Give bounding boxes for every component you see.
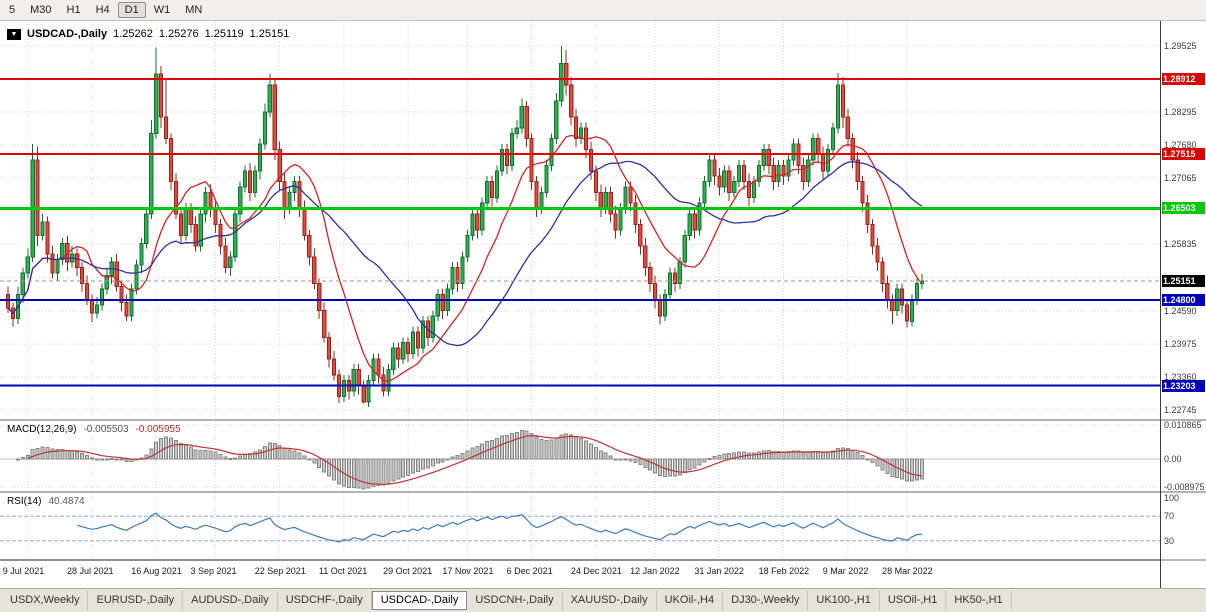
macd-axis-tick: 0.010865 [1164, 420, 1202, 430]
symbol-name: USDCAD-,Daily [27, 28, 108, 40]
rsi-axis-tick: 70 [1164, 511, 1175, 521]
rsi-pane[interactable]: RSI(14) 40.4874 [0, 491, 1160, 559]
price-axis-tick: 1.25835 [1164, 239, 1197, 249]
chart-tab-hk50-h1[interactable]: HK50-,H1 [946, 591, 1012, 610]
time-axis-label: 29 Oct 2021 [383, 566, 433, 576]
rsi-value: 40.4874 [48, 496, 85, 507]
time-axis-label: 28 Jul 2021 [66, 566, 114, 576]
candlestick-series [5, 46, 924, 408]
time-axis-label: 28 Mar 2022 [882, 566, 933, 576]
chart-dropdown-icon[interactable]: ▼ [7, 28, 21, 40]
price-axis-tick: 1.27065 [1164, 173, 1197, 183]
time-axis-label: 11 Oct 2021 [318, 566, 368, 576]
chart-tab-uk100-h1[interactable]: UK100-,H1 [808, 591, 880, 610]
time-axis[interactable]: 9 Jul 2021 28 Jul 2021 16 Aug 2021 3 Sep 20… [0, 559, 1160, 588]
chart-area: ▼ USDCAD-,Daily 1.25262 1.25276 1.25119 … [0, 21, 1206, 588]
macd-title: MACD(12,26,9) [7, 424, 77, 435]
ma-fast-line [7, 134, 923, 382]
time-axis-label: 24 Dec 2021 [570, 566, 622, 576]
price-level-label: 1.24800 [1162, 294, 1205, 306]
pane-separator [1161, 419, 1206, 421]
price-axis-tick: 1.27680 [1164, 140, 1197, 150]
chart-tab-usdx-weekly[interactable]: USDX,Weekly [2, 591, 89, 610]
pane-separator [1161, 491, 1206, 493]
rsi-axis-tick: 100 [1164, 493, 1180, 503]
macd-value-signal: -0.005955 [135, 424, 181, 435]
chart-tabs: USDX,Weekly EURUSD-,Daily AUDUSD-,Daily USD… [0, 588, 1206, 612]
symbol-info: ▼ USDCAD-,Daily 1.25262 1.25276 1.25119 … [7, 28, 289, 40]
macd-value-main: -0.005503 [83, 424, 129, 435]
price-level-label: 1.28912 [1162, 73, 1205, 85]
price-axis-tick: 1.22745 [1164, 405, 1197, 415]
ohlc-close: 1.25151 [249, 28, 290, 40]
macd-axis-tick: -0.008975 [1164, 482, 1205, 492]
horizontal-grid [0, 45, 1160, 411]
price-axis-tick: 1.29525 [1164, 41, 1197, 51]
timeframe-toolbar: 5 M30 H1 H4 D1 W1 MN [0, 0, 1206, 21]
time-axis-label: 9 Jul 2021 [2, 566, 45, 576]
rsi-canvas[interactable] [0, 493, 1160, 559]
macd-canvas[interactable] [0, 421, 1160, 491]
time-axis-label: 31 Jan 2022 [694, 566, 744, 576]
time-axis-label: 17 Nov 2021 [442, 566, 494, 576]
chart-tab-eurusd-daily[interactable]: EURUSD-,Daily [88, 591, 184, 610]
time-axis-label: 18 Feb 2022 [758, 566, 810, 576]
ma-slow-line [7, 160, 923, 347]
ohlc-open: 1.25262 [113, 28, 153, 40]
rsi-title: RSI(14) [7, 496, 42, 507]
ohlc-low: 1.25119 [204, 28, 244, 40]
pane-separator [1161, 559, 1206, 561]
time-axis-label: 12 Jan 2022 [630, 566, 680, 576]
chart-tab-dj30-weekly[interactable]: DJ30-,Weekly [723, 591, 809, 610]
timeframe-button-h1[interactable]: H1 [66, 4, 81, 16]
chart-panes: ▼ USDCAD-,Daily 1.25262 1.25276 1.25119 … [0, 21, 1160, 588]
macd-axis-tick: 0.00 [1164, 454, 1182, 464]
time-axis-label: 9 Mar 2022 [822, 566, 869, 576]
timeframe-button-d1[interactable]: D1 [117, 2, 146, 18]
chart-tab-audusd-daily[interactable]: AUDUSD-,Daily [183, 591, 278, 610]
time-axis-label: 3 Sep 2021 [190, 566, 237, 576]
chart-tab-xauusd-daily[interactable]: XAUUSD-,Daily [563, 591, 657, 610]
chart-tab-usdcnh-daily[interactable]: USDCNH-,Daily [467, 591, 563, 610]
time-axis-label: 6 Dec 2021 [506, 566, 553, 576]
timeframe-button-mn[interactable]: MN [185, 4, 203, 16]
chart-tab-ukoil-h4[interactable]: UKOil-,H4 [657, 591, 724, 610]
price-pane[interactable]: ▼ USDCAD-,Daily 1.25262 1.25276 1.25119 … [0, 21, 1160, 419]
price-axis-tick: 1.23360 [1164, 372, 1197, 382]
price-level-label: 1.27515 [1162, 148, 1205, 160]
time-axis-label: 22 Sep 2021 [254, 566, 306, 576]
timeframe-button-w1[interactable]: W1 [153, 4, 171, 16]
macd-signal-line [27, 434, 922, 486]
price-level-label: 1.26503 [1162, 202, 1205, 214]
price-level-label: 1.23203 [1162, 380, 1205, 392]
price-axis-tick: 1.24590 [1164, 306, 1197, 316]
ohlc-high: 1.25276 [158, 28, 199, 40]
rsi-axis-tick: 30 [1164, 536, 1175, 546]
price-axis-tick: 1.23975 [1164, 339, 1197, 349]
level-lines[interactable] [0, 77, 1160, 387]
macd-histogram [15, 430, 924, 490]
rsi-line [77, 512, 922, 543]
rsi-label: RSI(14) 40.4874 [7, 496, 85, 507]
vertical-grid [27, 21, 908, 419]
macd-pane[interactable]: MACD(12,26,9) -0.005503 -0.005955 [0, 419, 1160, 491]
price-axis-tick: 1.28295 [1164, 107, 1197, 117]
timeframe-button-m30[interactable]: M30 [30, 4, 52, 16]
chart-tab-usdchf-daily[interactable]: USDCHF-,Daily [278, 591, 372, 610]
price-axis[interactable]: 1.295251.282951.276801.270651.264501.258… [1160, 21, 1206, 588]
macd-label: MACD(12,26,9) -0.005503 -0.005955 [7, 424, 181, 435]
current-price-label: 1.25151 [1162, 275, 1205, 287]
timeframe-button-h4[interactable]: H4 [95, 4, 110, 16]
timeframe-button-5[interactable]: 5 [9, 4, 16, 16]
time-axis-label: 16 Aug 2021 [131, 566, 182, 576]
chart-tab-usoil-h1[interactable]: USOil-,H1 [880, 591, 947, 610]
price-chart-canvas[interactable] [0, 21, 1160, 419]
chart-tab-usdcad-daily[interactable]: USDCAD-,Daily [371, 591, 468, 610]
